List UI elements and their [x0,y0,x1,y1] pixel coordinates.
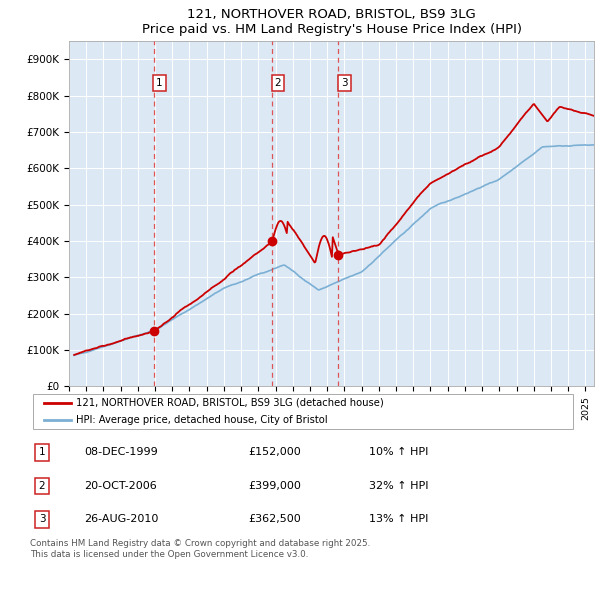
Text: 121, NORTHOVER ROAD, BRISTOL, BS9 3LG (detached house): 121, NORTHOVER ROAD, BRISTOL, BS9 3LG (d… [76,398,384,408]
Text: 26-AUG-2010: 26-AUG-2010 [85,514,159,525]
Text: 10% ↑ HPI: 10% ↑ HPI [368,447,428,457]
Text: £399,000: £399,000 [248,481,301,491]
Text: 1: 1 [38,447,46,457]
Text: Contains HM Land Registry data © Crown copyright and database right 2025.
This d: Contains HM Land Registry data © Crown c… [30,539,370,559]
Text: £152,000: £152,000 [248,447,301,457]
Text: 20-OCT-2006: 20-OCT-2006 [85,481,157,491]
Text: 3: 3 [341,78,347,88]
Text: 08-DEC-1999: 08-DEC-1999 [85,447,158,457]
Text: HPI: Average price, detached house, City of Bristol: HPI: Average price, detached house, City… [76,415,328,425]
Text: 2: 2 [38,481,46,491]
Text: 3: 3 [38,514,46,525]
Text: £362,500: £362,500 [248,514,301,525]
Text: 1: 1 [156,78,163,88]
Title: 121, NORTHOVER ROAD, BRISTOL, BS9 3LG
Price paid vs. HM Land Registry's House Pr: 121, NORTHOVER ROAD, BRISTOL, BS9 3LG Pr… [142,8,521,36]
FancyBboxPatch shape [33,394,573,429]
Text: 13% ↑ HPI: 13% ↑ HPI [368,514,428,525]
Text: 32% ↑ HPI: 32% ↑ HPI [368,481,428,491]
Text: 2: 2 [275,78,281,88]
